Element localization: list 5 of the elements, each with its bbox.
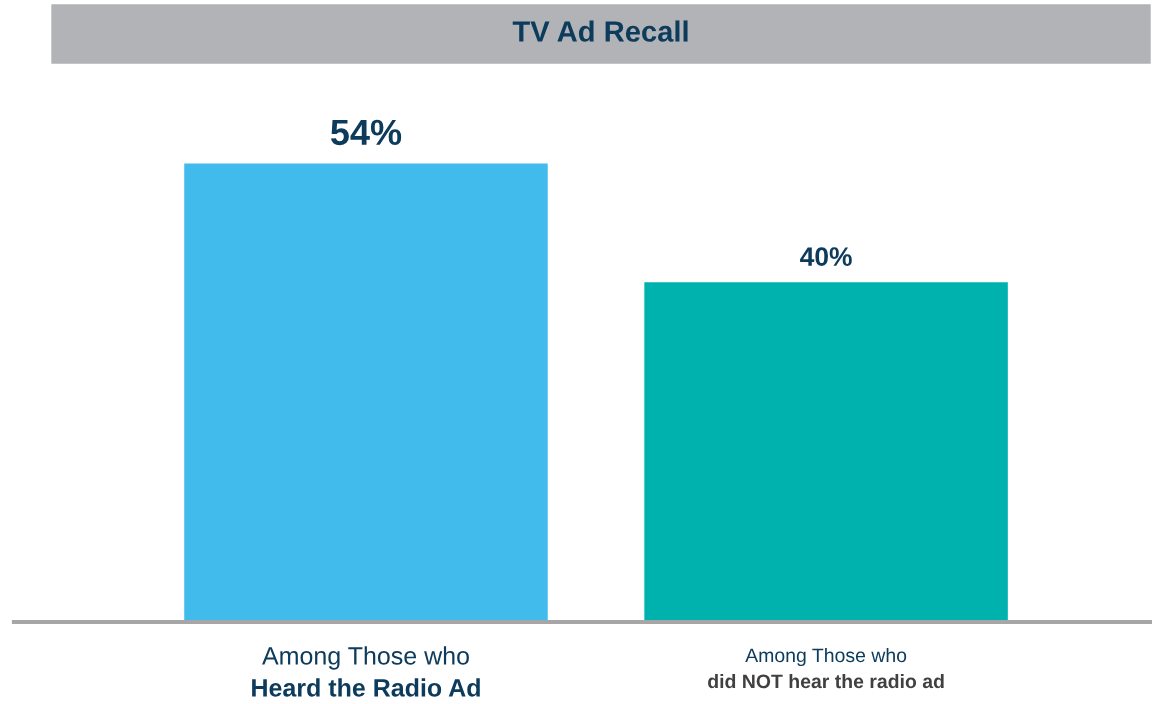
data-label: 40% — [800, 247, 852, 266]
data-label: 54% — [330, 119, 402, 146]
x-tick-label: Among Those who Heard the Radio Ad — [252, 646, 480, 697]
x-tick-label: Among Those who did NOT hear the radio ad — [708, 647, 944, 689]
chart-title: TV Ad Recall — [512, 20, 688, 42]
